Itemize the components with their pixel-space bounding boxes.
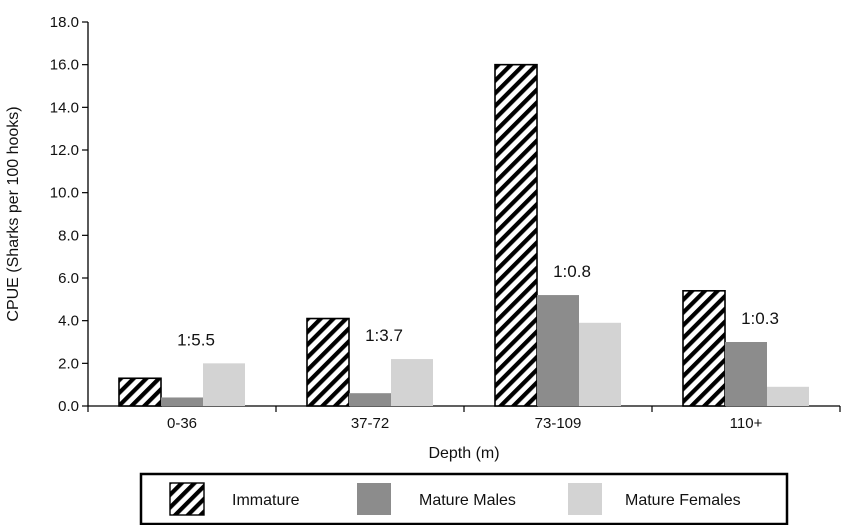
bar-mature-females [391, 359, 433, 406]
x-ticks: 0-36 37-72 73-109 110+ [87, 406, 841, 432]
legend-label: Mature Males [419, 492, 516, 509]
legend-swatch [357, 483, 391, 515]
bar-mature-males [161, 397, 203, 406]
x-tick-label: 37-72 [351, 415, 389, 432]
ratio-annotation: 1:0.8 [553, 262, 591, 281]
y-ticks: 0.0 2.0 4.0 6.0 8.0 10.0 12.0 14.0 16.0 18.0 [50, 14, 88, 415]
bar-mature-males [725, 342, 767, 406]
ratio-annotation: 1:3.7 [365, 326, 403, 345]
y-tick-label: 8.0 [58, 227, 79, 244]
y-tick-label: 14.0 [50, 99, 79, 116]
legend-box [139, 472, 789, 525]
bar-mature-males [349, 393, 391, 406]
x-tick-label: 110+ [730, 415, 763, 432]
legend-swatch [169, 482, 205, 516]
legend: Immature Mature Males Mature Females [139, 472, 789, 525]
bar-mature-males [537, 295, 579, 406]
y-tick-label: 10.0 [50, 185, 79, 202]
legend-label: Mature Females [625, 492, 741, 509]
x-tick-label: 0-36 [167, 415, 197, 432]
y-tick-label: 16.0 [50, 57, 79, 74]
y-tick-label: 18.0 [50, 14, 79, 31]
legend-label: Immature [232, 492, 300, 509]
ratio-annotation: 1:5.5 [177, 330, 215, 349]
legend-swatch [568, 483, 602, 515]
annotations: 1:5.5 1:3.7 1:0.8 1:0.3 [177, 262, 779, 349]
x-tick-label: 73-109 [535, 415, 582, 432]
x-axis-label: Depth (m) [428, 445, 499, 462]
y-tick-label: 6.0 [58, 270, 79, 287]
y-tick-label: 4.0 [58, 313, 79, 330]
y-tick-label: 12.0 [50, 142, 79, 159]
y-tick-label: 0.0 [58, 398, 79, 415]
bar-immature [494, 63, 538, 407]
bar-immature [682, 289, 726, 407]
bar-mature-females [203, 363, 245, 406]
bar-immature [306, 317, 350, 407]
bars [118, 63, 809, 407]
bar-mature-females [579, 322, 621, 406]
bar-immature [118, 377, 162, 407]
y-axis-label: CPUE (Sharks per 100 hooks) [5, 106, 22, 321]
bar-mature-females [767, 386, 809, 406]
ratio-annotation: 1:0.3 [741, 309, 779, 328]
y-tick-label: 2.0 [58, 355, 79, 372]
